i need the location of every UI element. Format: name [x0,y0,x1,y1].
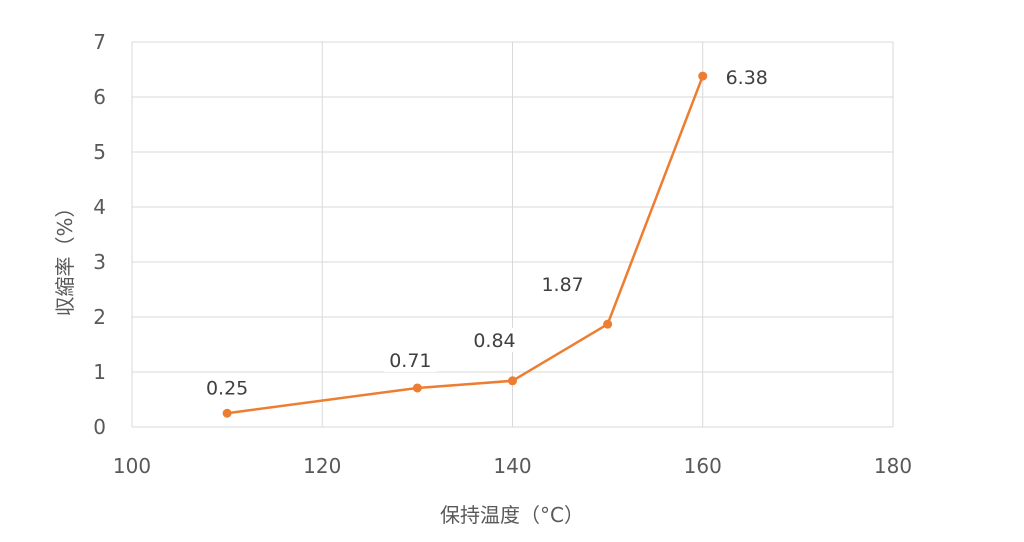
y-tick-label: 3 [93,250,106,274]
data-label: 1.87 [541,274,583,296]
data-label-bg [468,327,521,352]
y-tick-label: 7 [93,30,106,54]
tick-labels: 0 1 2 3 4 5 6 7 100 120 140 160 180 [93,30,912,478]
x-axis-title: 保持温度（°C） [440,503,584,527]
y-tick-label: 4 [93,195,106,219]
grid [131,41,894,428]
data-label-bg [201,375,254,400]
data-label-bg [384,347,437,372]
series-line [226,75,704,415]
y-axis-title: 収縮率（%） [53,197,77,316]
x-tick-label: 100 [113,454,151,478]
y-tick-label: 2 [93,305,106,329]
data-point [698,71,708,81]
data-label: 0.25 [206,377,248,399]
x-tick-label: 140 [493,454,531,478]
data-label: 0.71 [389,350,431,372]
x-tick-label: 160 [684,454,722,478]
x-tick-label: 180 [874,454,912,478]
data-point [412,383,422,393]
y-tick-label: 1 [93,360,106,384]
data-point [222,408,232,418]
x-tick-label: 120 [303,454,341,478]
data-label: 6.38 [726,67,768,89]
data-label: 0.84 [473,330,515,352]
series [222,71,708,418]
data-point [603,319,613,329]
y-tick-label: 6 [93,85,106,109]
data-point [508,376,517,386]
data-label-bg [536,272,589,297]
y-tick-label: 5 [93,140,106,164]
data-label-bg [720,65,773,90]
data-labels: 0.25 0.71 0.84 1.87 6.38 [201,65,773,400]
y-tick-label: 0 [93,415,106,439]
